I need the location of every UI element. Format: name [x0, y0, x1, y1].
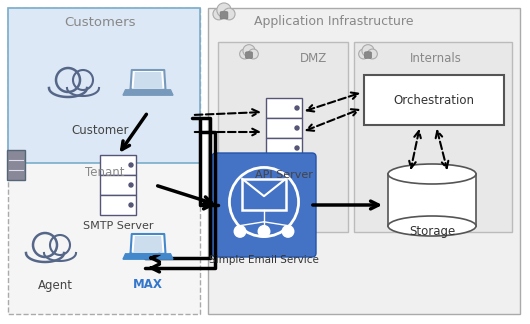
Polygon shape [130, 70, 165, 90]
Polygon shape [134, 237, 162, 252]
Circle shape [367, 49, 377, 59]
Text: Internals: Internals [410, 52, 462, 64]
Text: DMZ: DMZ [300, 52, 327, 64]
Bar [8, 8, 200, 314]
Bar [354, 42, 512, 232]
FancyBboxPatch shape [212, 153, 316, 257]
Bar [266, 118, 302, 138]
Bar [266, 98, 302, 118]
Text: Tenant: Tenant [85, 166, 125, 179]
Polygon shape [123, 254, 173, 259]
Circle shape [240, 49, 250, 59]
Text: MAX: MAX [133, 279, 163, 292]
Circle shape [295, 106, 299, 110]
Circle shape [129, 183, 133, 187]
Circle shape [359, 49, 368, 59]
Text: Simple Email Service: Simple Email Service [209, 255, 319, 265]
Circle shape [258, 226, 270, 237]
Bar [100, 175, 136, 195]
Bar [8, 8, 200, 163]
Polygon shape [130, 234, 165, 254]
Bar [208, 8, 520, 314]
FancyBboxPatch shape [245, 52, 252, 58]
Circle shape [129, 203, 133, 207]
Bar [100, 155, 136, 175]
Circle shape [213, 8, 225, 20]
Circle shape [234, 226, 246, 237]
Polygon shape [134, 73, 162, 88]
Text: API Server: API Server [255, 170, 313, 180]
Text: Orchestration: Orchestration [393, 95, 474, 108]
Circle shape [217, 3, 231, 17]
Text: SMTP Server: SMTP Server [83, 221, 153, 231]
Circle shape [243, 45, 255, 57]
Bar [364, 75, 504, 125]
Text: Agent: Agent [38, 279, 73, 292]
Bar [100, 195, 136, 215]
Circle shape [295, 146, 299, 150]
Circle shape [362, 45, 374, 57]
Circle shape [129, 163, 133, 167]
Bar [7, 150, 25, 180]
Bar [218, 42, 348, 232]
Text: Storage: Storage [409, 226, 455, 238]
Circle shape [282, 226, 294, 237]
Polygon shape [123, 90, 173, 95]
Bar [388, 174, 476, 226]
Bar [242, 179, 286, 210]
FancyBboxPatch shape [365, 52, 372, 58]
Ellipse shape [388, 216, 476, 236]
Text: Application Infrastructure: Application Infrastructure [254, 16, 414, 29]
FancyBboxPatch shape [220, 12, 228, 19]
Bar [266, 138, 302, 158]
Circle shape [249, 49, 258, 59]
Text: Customers: Customers [64, 17, 136, 29]
Ellipse shape [388, 164, 476, 184]
Circle shape [295, 126, 299, 130]
Text: Customer: Customer [71, 123, 129, 136]
Circle shape [223, 8, 235, 20]
